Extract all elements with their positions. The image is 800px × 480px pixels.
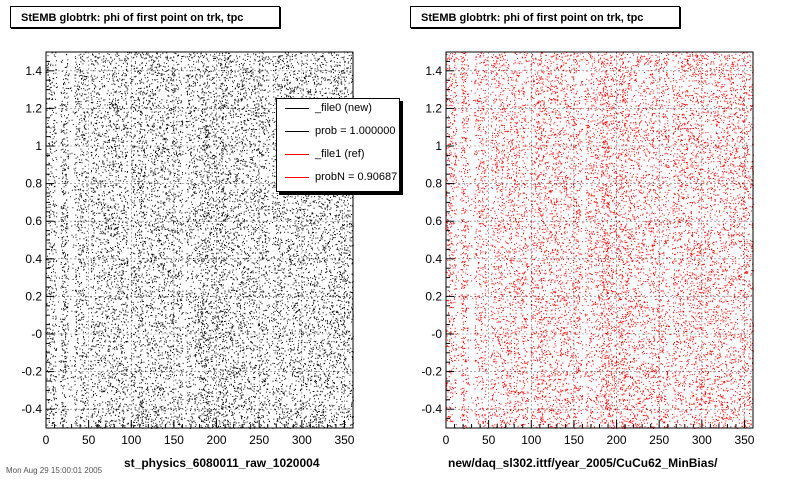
left-chart-title: StEMB globtrk: phi of first point on trk… — [10, 6, 280, 28]
legend-label-probn: probN = 0.90687 — [315, 171, 398, 183]
y-tick-label: -0.4 — [21, 402, 42, 416]
y-tick-label: -0.2 — [421, 365, 442, 379]
y-tick-label: 0.8 — [25, 177, 42, 191]
right-x-axis-title: new/daq_sl302.ittf/year_2005/CuCu62_MinB… — [448, 456, 718, 470]
y-tick-label: -0.4 — [421, 402, 442, 416]
right-chart-panel: 0 50 100 150 200 250 300 350 -0.4 -0.2 -0 0.2 0.4 0.6… — [400, 0, 800, 480]
left-scatter-plot: 0 50 100 150 200 250 300 350 -0.4 -0.2 -0 0.2 0.4 0.6… — [21, 51, 355, 447]
scatter-points — [446, 52, 754, 429]
x-axis: 0 50 100 150 200 250 300 350 — [43, 420, 355, 447]
y-tick-label: 0.8 — [425, 177, 442, 191]
x-tick-label: 50 — [482, 433, 496, 447]
legend: _file0 (new) prob = 1.000000 _file1 (ref… — [276, 98, 400, 192]
legend-entry-probn: probN = 0.90687 — [277, 168, 399, 188]
legend-label-file0: _file0 (new) — [315, 102, 372, 114]
y-tick-label: 0.6 — [25, 214, 42, 228]
y-tick-label: 0.2 — [25, 289, 42, 303]
legend-line-file0 — [285, 108, 309, 109]
x-tick-label: 200 — [607, 433, 627, 447]
x-axis: 0 50 100 150 200 250 300 350 — [443, 420, 755, 447]
right-chart-title: StEMB globtrk: phi of first point on trk… — [410, 6, 680, 28]
x-tick-label: 150 — [164, 433, 184, 447]
right-scatter-plot: 0 50 100 150 200 250 300 350 -0.4 -0.2 -0 0.2 0.4 0.6… — [421, 51, 755, 447]
y-tick-label: 1.4 — [25, 64, 42, 78]
x-tick-label: 50 — [82, 433, 96, 447]
y-tick-label: 0.6 — [425, 214, 442, 228]
x-tick-label: 350 — [334, 433, 354, 447]
y-tick-label: 1 — [435, 139, 442, 153]
x-tick-label: 300 — [692, 433, 712, 447]
x-tick-label: 350 — [734, 433, 754, 447]
x-tick-label: 0 — [443, 433, 450, 447]
grid-lines — [45, 52, 353, 428]
y-tick-label: 1 — [35, 139, 42, 153]
legend-line-file1 — [285, 154, 309, 155]
legend-entry-file1: _file1 (ref) — [277, 145, 399, 165]
x-tick-label: 250 — [649, 433, 669, 447]
x-tick-label: 100 — [121, 433, 141, 447]
left-x-axis-title: st_physics_6080011_raw_1020004 — [124, 456, 320, 470]
legend-line-probn — [285, 177, 309, 178]
legend-entry-prob: prob = 1.000000 — [277, 122, 399, 142]
y-tick-label: 0.4 — [25, 252, 42, 266]
x-tick-label: 250 — [249, 433, 269, 447]
y-tick-label: -0 — [431, 327, 442, 341]
x-tick-label: 200 — [207, 433, 227, 447]
legend-line-prob — [285, 131, 309, 132]
y-axis: -0.4 -0.2 -0 0.2 0.4 0.6 0.8 1 1.2 1.4 — [421, 51, 454, 429]
y-tick-label: 0.4 — [425, 252, 442, 266]
x-tick-label: 150 — [564, 433, 584, 447]
y-tick-label: -0 — [31, 327, 42, 341]
y-tick-label: -0.2 — [21, 365, 42, 379]
x-tick-label: 300 — [292, 433, 312, 447]
legend-label-prob: prob = 1.000000 — [315, 125, 396, 137]
footer-clipped-text: Mon Aug 29 15:00:01 2005 — [6, 466, 103, 475]
legend-label-file1: _file1 (ref) — [315, 148, 365, 160]
y-axis: -0.4 -0.2 -0 0.2 0.4 0.6 0.8 1 1.2 1.4 — [21, 51, 54, 429]
scatter-point-cloud — [446, 52, 754, 429]
y-tick-label: 0.2 — [425, 289, 442, 303]
grid-lines — [445, 52, 753, 428]
x-tick-label: 100 — [521, 433, 541, 447]
x-tick-label: 0 — [43, 433, 50, 447]
left-chart-panel: 0 50 100 150 200 250 300 350 -0.4 -0.2 -0 0.2 0.4 0.6… — [6, 6, 400, 475]
y-tick-label: 1.4 — [425, 64, 442, 78]
legend-entry-file0: _file0 (new) — [277, 99, 399, 119]
y-tick-label: 1.2 — [25, 101, 42, 115]
y-tick-label: 1.2 — [425, 101, 442, 115]
